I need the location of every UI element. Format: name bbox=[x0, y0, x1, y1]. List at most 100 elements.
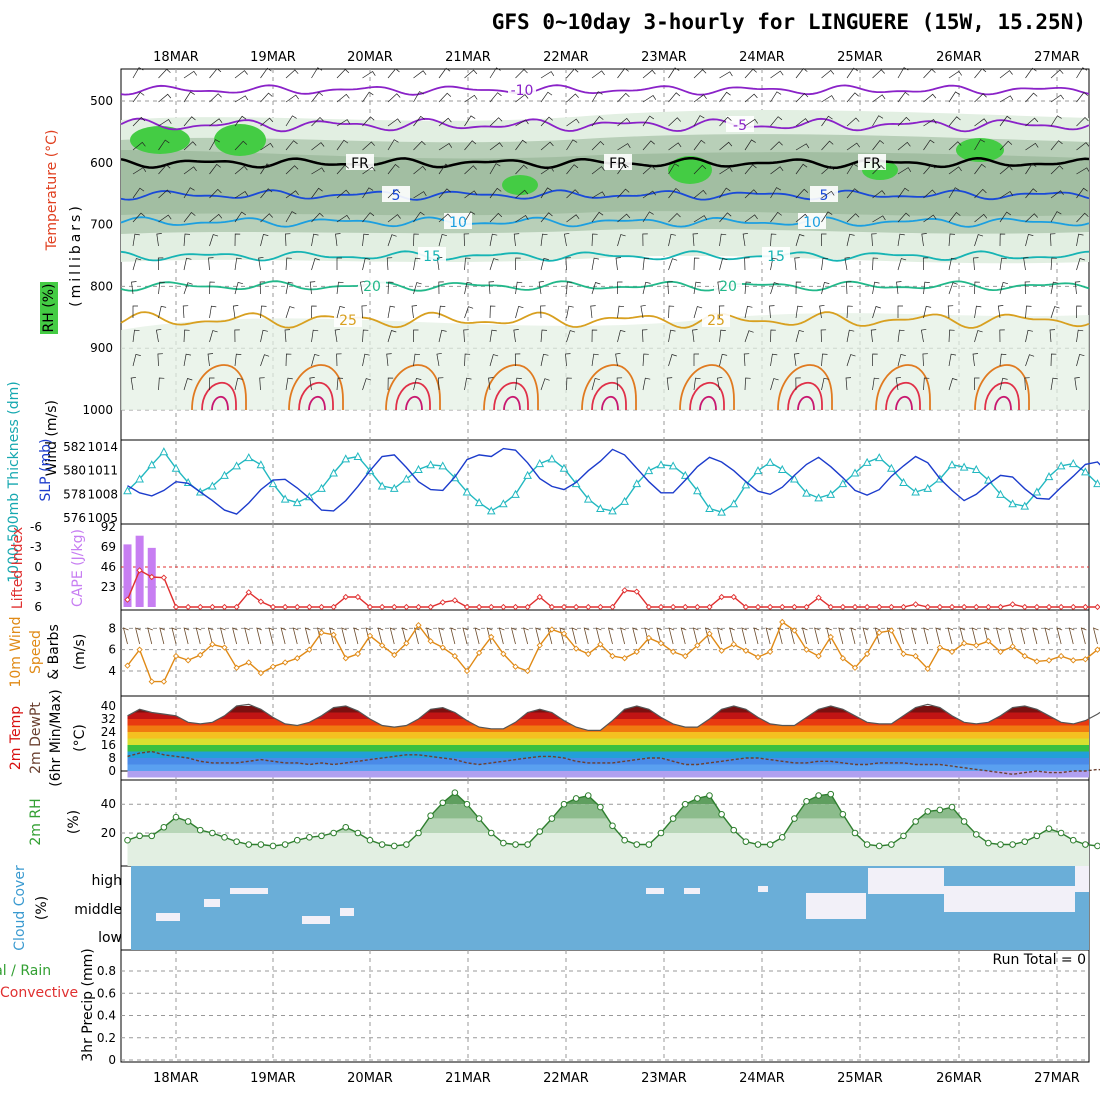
cloud-ylabel-unit: (%) bbox=[34, 896, 50, 920]
upper-wind-barb-11-4 bbox=[234, 329, 240, 343]
rh2m-point-35 bbox=[548, 815, 556, 822]
upper-wind-barb-6-19 bbox=[617, 213, 631, 223]
lifted-index-point-79 bbox=[1082, 603, 1089, 611]
upper-wind-barb-12-33 bbox=[972, 353, 979, 367]
lifted-index-point-58 bbox=[827, 603, 834, 611]
thickness-point-54 bbox=[777, 464, 787, 473]
upper-wind-barb-8-35 bbox=[1023, 256, 1029, 271]
wind10-point-19 bbox=[354, 650, 362, 658]
date-label-bottom-22MAR: 22MAR bbox=[543, 1071, 589, 1086]
upper-wind-barb-3-17 bbox=[566, 139, 578, 151]
upper-wind-barb-1-32 bbox=[948, 91, 960, 103]
wind10-barb-49 bbox=[717, 627, 723, 645]
upper-wind-barb-11-6 bbox=[284, 329, 291, 343]
upper-wind-barb-2-27 bbox=[821, 115, 833, 127]
upper-wind-barb-2-0 bbox=[132, 116, 146, 127]
upper-wind-barb-13-12 bbox=[438, 377, 444, 391]
upper-wind-barb-6-28 bbox=[846, 213, 860, 223]
temp-ylabel-3: (6hr Min/Max) bbox=[48, 689, 64, 786]
wind10-point-11 bbox=[257, 669, 265, 677]
upper-wind-barb-5-31 bbox=[923, 189, 936, 199]
thickness-tick-578: 578 bbox=[63, 487, 86, 501]
upper-wind-barb-8-15 bbox=[515, 257, 521, 271]
rh-ylabel: 2m RH bbox=[28, 798, 44, 845]
temp-tick-32: 32 bbox=[101, 712, 116, 726]
wind10-barb-28 bbox=[462, 627, 469, 645]
upper-wind-barb-8-5 bbox=[258, 256, 264, 271]
thickness-point-0 bbox=[123, 486, 132, 495]
isotherm-label-bg-5-0 bbox=[382, 186, 410, 202]
upper-wind-barb-0-10 bbox=[387, 68, 400, 79]
upper-wind-barb-13-29 bbox=[872, 377, 880, 391]
upper-wind-barb-9-9 bbox=[359, 280, 366, 295]
li-tick-0: 0 bbox=[34, 560, 42, 574]
upper-wind-barb-10-1 bbox=[158, 305, 167, 319]
wind10-barb-41 bbox=[620, 627, 626, 645]
rh2m-point-14 bbox=[293, 836, 301, 844]
wind10-point-78 bbox=[1070, 657, 1077, 664]
upper-wind-barb-10-7 bbox=[311, 305, 317, 319]
lifted-index-point-65 bbox=[912, 601, 919, 608]
upper-wind-barb-7-22 bbox=[692, 233, 699, 247]
upper-wind-barb-2-24 bbox=[744, 118, 758, 127]
upper-wind-barb-13-23 bbox=[716, 376, 723, 391]
thickness-point-65 bbox=[911, 487, 920, 496]
upper-wind-barb-12-0 bbox=[132, 353, 141, 367]
upper-wind-barb-6-8 bbox=[336, 214, 350, 223]
upper-wind-barb-0-19 bbox=[617, 67, 629, 79]
upper-wind-barb-4-34 bbox=[999, 165, 1013, 175]
warm-contour-30-3 bbox=[483, 364, 539, 411]
wind10-point-59 bbox=[839, 655, 847, 662]
wind10-point-55 bbox=[791, 627, 798, 634]
wind10-point-7 bbox=[209, 641, 216, 648]
upper-wind-barb-4-15 bbox=[515, 164, 528, 175]
upper-wind-barb-1-37 bbox=[1076, 92, 1089, 103]
wind10-point-14 bbox=[294, 655, 301, 662]
pressure-tick-900: 900 bbox=[90, 341, 113, 355]
upper-wind-barb-13-27 bbox=[821, 377, 829, 391]
temp-band-6 bbox=[127, 745, 1089, 752]
thickness-point-66 bbox=[923, 483, 933, 492]
rh2m-point-12 bbox=[269, 842, 277, 850]
upper-wind-barb-12-29 bbox=[872, 353, 878, 367]
cloud-gap-0 bbox=[806, 893, 866, 919]
wind10-barb-33 bbox=[523, 627, 529, 645]
upper-wind-barb-12-16 bbox=[540, 353, 549, 367]
upper-wind-barb-1-13 bbox=[464, 94, 478, 103]
wind10-barb-54 bbox=[777, 627, 784, 645]
wind10-point-33 bbox=[524, 667, 531, 675]
upper-wind-barb-5-5 bbox=[260, 188, 273, 199]
rh2m-point-18 bbox=[342, 823, 350, 831]
wind10-barb-26 bbox=[438, 627, 444, 645]
thickness-point-80 bbox=[1093, 479, 1100, 488]
upper-wind-barb-9-8 bbox=[336, 281, 344, 295]
upper-wind-barb-7-26 bbox=[795, 234, 805, 247]
upper-wind-barb-11-35 bbox=[1025, 329, 1033, 343]
upper-wind-barb-11-21 bbox=[668, 329, 676, 343]
upper-wind-barb-7-31 bbox=[921, 233, 927, 247]
upper-wind-barb-12-36 bbox=[1050, 353, 1057, 367]
rh2m-point-16 bbox=[318, 832, 325, 840]
upper-wind-barb-4-18 bbox=[591, 166, 605, 175]
temp-tick-8: 8 bbox=[108, 751, 116, 765]
upper-wind-barb-8-6 bbox=[285, 257, 292, 271]
upper-wind-barb-8-20 bbox=[642, 257, 650, 271]
rh2m-point-11 bbox=[257, 841, 265, 848]
isotherm-label-15-0: 15 bbox=[423, 249, 441, 265]
lifted-index-point-64 bbox=[900, 603, 907, 611]
precip-tick-0.6: 0.6 bbox=[97, 986, 116, 1000]
thickness-point-60 bbox=[850, 468, 860, 477]
wind10-point-22 bbox=[391, 651, 398, 659]
thickness-point-72 bbox=[996, 489, 1005, 498]
wind10-point-58 bbox=[827, 633, 834, 641]
label-layer: 18MAR 18MAR 19MAR 19MAR 20MAR 20MAR 21MAR 21MAR… bbox=[0, 50, 1086, 1086]
warm-contour-30-1 bbox=[288, 364, 344, 411]
wind10-barb-76 bbox=[1044, 627, 1051, 645]
upper-wind-barb-4-14 bbox=[489, 163, 501, 175]
upper-wind-barb-9-27 bbox=[821, 281, 830, 295]
thickness-point-39 bbox=[596, 503, 605, 513]
upper-wind-barb-4-8 bbox=[336, 164, 349, 175]
rh2m-point-52 bbox=[754, 841, 762, 848]
lifted-index-point-53 bbox=[766, 603, 774, 611]
upper-wind-barb-13-14 bbox=[488, 377, 494, 391]
